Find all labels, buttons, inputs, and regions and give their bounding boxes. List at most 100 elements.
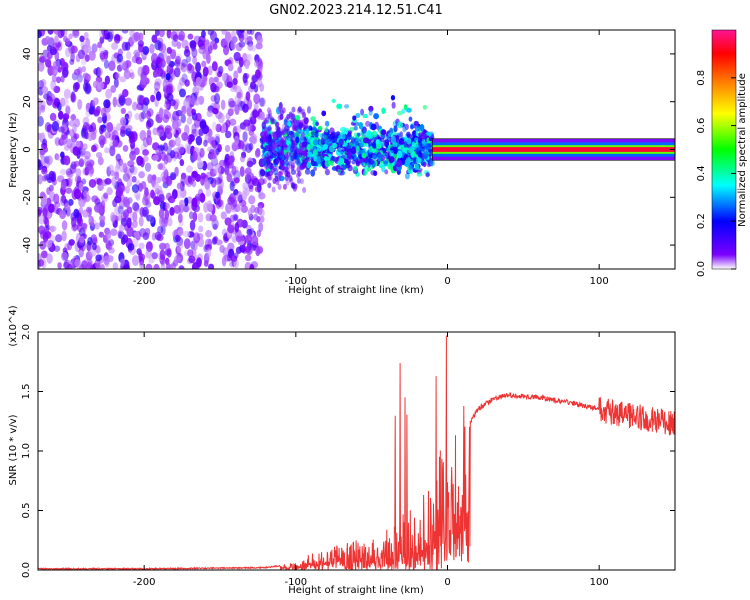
heatmap-cell (112, 198, 118, 208)
heatmap-cell (64, 243, 70, 251)
heatmap-cell (112, 96, 118, 108)
heatmap-cell (232, 198, 238, 208)
heatmap-cell (214, 177, 221, 186)
heatmap-cell (175, 234, 181, 242)
heatmap-cell (263, 155, 268, 162)
heatmap-cell (120, 107, 126, 114)
heatmap-cell (114, 171, 120, 180)
heatmap-cell (284, 175, 289, 182)
heatmap-cell (152, 127, 158, 136)
heatmap-cell (61, 131, 67, 140)
heatmap-cell (266, 150, 271, 157)
heatmap-cell (291, 181, 296, 188)
heatmap-cell (324, 138, 331, 145)
heatmap-cell (218, 65, 224, 75)
heatmap-cell (85, 82, 91, 94)
heatmap-cell (268, 139, 273, 146)
heatmap-cell (142, 206, 149, 218)
heatmap-cell (154, 78, 162, 86)
heatmap-cell (338, 157, 345, 165)
heatmap-cell (160, 263, 166, 269)
heatmap-cell (315, 121, 320, 127)
heatmap-cell (146, 129, 152, 139)
heatmap-cell (226, 173, 233, 183)
heatmap-cell (421, 138, 426, 147)
heatmap-cell (176, 246, 182, 254)
heatmap-cell (180, 113, 186, 124)
heatmap-cell (195, 76, 202, 87)
heatmap-cell (302, 163, 307, 170)
heatmap-cell (103, 127, 108, 136)
heatmap-cell (270, 116, 275, 123)
heatmap-cell (266, 129, 271, 136)
heatmap-cell (154, 231, 162, 241)
heatmap-cell (60, 195, 67, 207)
heatmap-cell (164, 202, 171, 209)
heatmap-cell (227, 108, 234, 117)
heatmap-cell (286, 128, 291, 135)
heatmap-cell (69, 164, 77, 174)
heatmap-cell (74, 258, 81, 267)
heatmap-cell (254, 69, 261, 79)
heatmap-cell (222, 247, 229, 257)
heatmap-cell (158, 107, 164, 119)
heatmap-cell (97, 116, 103, 124)
heatmap-cell (182, 230, 190, 238)
heatmap-cell (160, 171, 168, 183)
heatmap-cell (49, 112, 57, 122)
heatmap-cell (54, 153, 60, 161)
heatmap-cell (57, 66, 62, 73)
heatmap-cell (245, 143, 253, 154)
heatmap-cell (286, 121, 292, 127)
snr-panel: -200 -100 0 100 0.0 0.5 1.0 1.5 2.0 Height of st… (8, 305, 676, 596)
heatmap-cell (228, 155, 235, 164)
heatmap-cell (278, 170, 283, 177)
heatmap-cell (306, 106, 311, 114)
heatmap-cell (138, 43, 144, 53)
heatmap-cell (69, 129, 75, 137)
heatmap-cell (99, 214, 106, 222)
heatmap-cell (164, 248, 171, 256)
heatmap-cell (242, 182, 249, 190)
heatmap-cell (210, 82, 217, 93)
heatmap-cell (399, 131, 404, 139)
heatmap-cell (414, 137, 419, 142)
heatmap-cell (154, 30, 160, 37)
heatmap-cell (211, 156, 219, 167)
heatmap-cell (86, 261, 93, 269)
heatmap-cell (188, 255, 196, 264)
heatmap-cell (59, 210, 67, 220)
heatmap-cell (279, 113, 284, 120)
heatmap-cell (267, 174, 272, 181)
heatmap-cell (45, 35, 51, 43)
heatmap-cell (60, 178, 67, 190)
heatmap-cell (78, 246, 84, 258)
heatmap-cell (85, 206, 93, 213)
heatmap-cell (324, 168, 330, 176)
heatmap-cell (306, 144, 311, 151)
snr-y-label: SNR (10 * v/v) (8, 414, 19, 485)
heatmap-cell (189, 219, 196, 231)
y-tick-label: 0 (22, 146, 33, 152)
heatmap-cell (351, 159, 356, 165)
heatmap-cell (53, 30, 60, 35)
heatmap-cell (195, 62, 201, 73)
heatmap-cell (41, 167, 48, 175)
heatmap-cell (271, 146, 276, 153)
heatmap-cell (158, 62, 164, 74)
heatmap-cell (402, 125, 407, 133)
heatmap-cell (260, 170, 265, 177)
heatmap-cell (187, 249, 194, 258)
heatmap-cell (306, 151, 313, 158)
heatmap-cell (296, 107, 301, 114)
heatmap-cell (166, 55, 171, 65)
heatmap-cell (81, 222, 88, 230)
heatmap-cell (214, 133, 221, 142)
heatmap-cell (86, 44, 92, 54)
heatmap-cell (296, 114, 301, 121)
heatmap-cell (288, 113, 293, 120)
heatmap-cell (245, 245, 253, 256)
heatmap-cell (289, 178, 294, 185)
heatmap-cell (224, 166, 230, 176)
heatmap-cell (355, 113, 361, 118)
